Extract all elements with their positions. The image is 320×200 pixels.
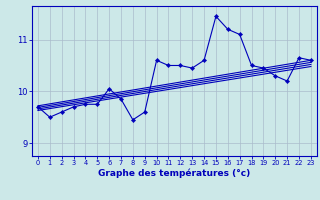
X-axis label: Graphe des températures (°c): Graphe des températures (°c) xyxy=(98,169,251,178)
